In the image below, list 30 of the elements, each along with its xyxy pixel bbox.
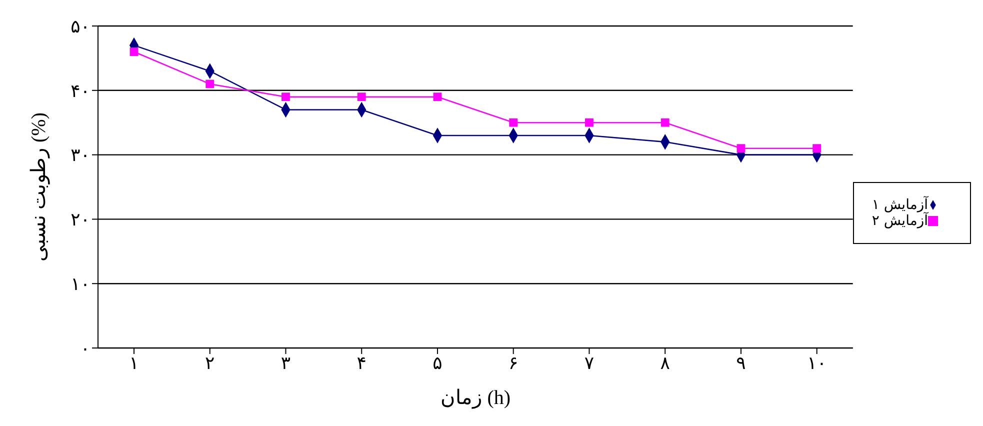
y-tick-label: ۵۰ [70,16,90,38]
x-tick-label: ۱۰ [807,352,827,374]
x-tick-label: ۶ [508,352,518,374]
y-tick-label: ۰ [80,338,90,360]
x-axis-title: زمان (h) [440,387,511,409]
y-tick-label: ۲۰ [70,210,90,231]
point [736,144,746,153]
x-tick-label: ۸ [660,352,670,374]
x-tick-label: ۵ [432,352,442,374]
point [130,48,138,56]
point [812,144,822,153]
x-tick-label: ۷ [584,352,594,374]
x-tick-label: ۹ [736,352,746,374]
legend-label: آزمایش ۱ [872,197,928,213]
point [357,92,366,102]
y-tick-label: ۴۰ [70,80,90,102]
point [585,118,594,127]
point [206,80,214,88]
point [509,118,518,127]
x-tick-label: ۲ [205,352,215,374]
x-tick-label: ۱ [129,352,139,374]
y-axis-title: رطوبت نسبی (%) [28,112,50,262]
x-tick-label: ۳ [280,352,291,374]
point [433,92,442,102]
x-tick-label: ۴ [356,352,366,374]
y-tick-label: ۳۰ [70,145,90,166]
y-tick-label: ۱۰ [70,274,90,295]
legend-label: آزمایش ۲ [872,213,928,229]
point [282,92,290,102]
point [660,118,670,127]
